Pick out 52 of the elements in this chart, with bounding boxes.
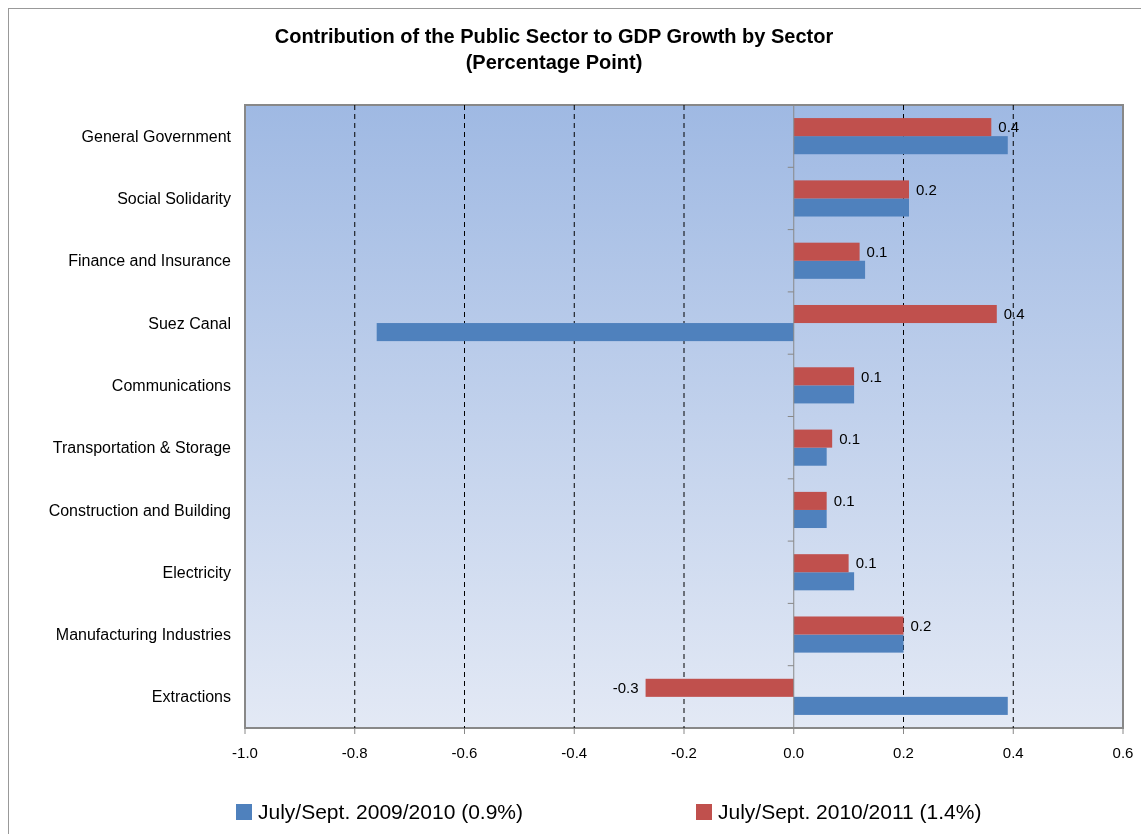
data-label: -0.3	[612, 679, 639, 697]
bar	[793, 447, 827, 466]
data-label: 0.1	[833, 492, 855, 510]
x-tick-label: -0.6	[451, 744, 478, 761]
bar	[793, 509, 827, 529]
y-tick-label: Finance and Insurance	[68, 252, 232, 270]
x-tick-label: 0.0	[783, 744, 805, 761]
y-tick-label: Extractions	[151, 688, 231, 706]
legend-label: July/Sept. 2009/2010 (0.9%)	[258, 800, 524, 823]
y-tick-label: Manufacturing Industries	[55, 626, 231, 644]
x-tick-label: -0.2	[671, 744, 697, 761]
bar	[793, 572, 855, 591]
data-label: 0.2	[915, 180, 937, 198]
x-tick-label: -0.4	[561, 744, 588, 761]
y-tick-label: Suez Canal	[148, 314, 231, 332]
bar	[793, 242, 860, 261]
bar	[793, 616, 904, 635]
bar	[793, 136, 1008, 155]
bar	[376, 323, 794, 342]
data-label: 0.1	[861, 367, 882, 385]
bar	[793, 696, 1008, 715]
data-label: 0.1	[866, 242, 888, 260]
data-label: 0.4	[1003, 305, 1025, 323]
data-label: 0.4	[998, 118, 1020, 136]
chart-title: Contribution of the Public Sector to GDP Growth by Sector (Percentage Point)	[274, 25, 834, 73]
y-tick-label: General Government	[81, 127, 232, 145]
bar	[793, 198, 909, 217]
bar	[793, 634, 904, 653]
bar	[793, 180, 909, 199]
bar	[793, 385, 855, 404]
x-tick-label: -1.0	[232, 744, 258, 761]
bar	[793, 429, 833, 448]
x-tick-label: 0.2	[893, 744, 914, 761]
x-tick-label: 0.6	[1112, 744, 1134, 761]
bar	[793, 260, 866, 279]
data-label: 0.1	[839, 429, 861, 447]
y-tick-label: Social Solidarity	[117, 190, 231, 208]
y-tick-label: Electricity	[162, 563, 231, 581]
y-tick-label: Construction and Building	[48, 501, 231, 519]
bar	[645, 678, 794, 697]
bar	[793, 118, 992, 137]
legend-label: July/Sept. 2010/2011 (1.4%)	[718, 800, 982, 823]
bar	[793, 304, 997, 324]
bar	[793, 554, 849, 573]
x-tick-label: -0.8	[341, 744, 368, 761]
bar	[793, 367, 855, 386]
data-label: 0.2	[910, 616, 932, 634]
y-tick-label: Transportation & Storage	[52, 439, 232, 457]
x-tick-label: 0.4	[1002, 744, 1024, 761]
bar	[793, 491, 827, 510]
data-label: 0.1	[855, 554, 877, 572]
y-tick-label: Communications	[111, 376, 231, 394]
